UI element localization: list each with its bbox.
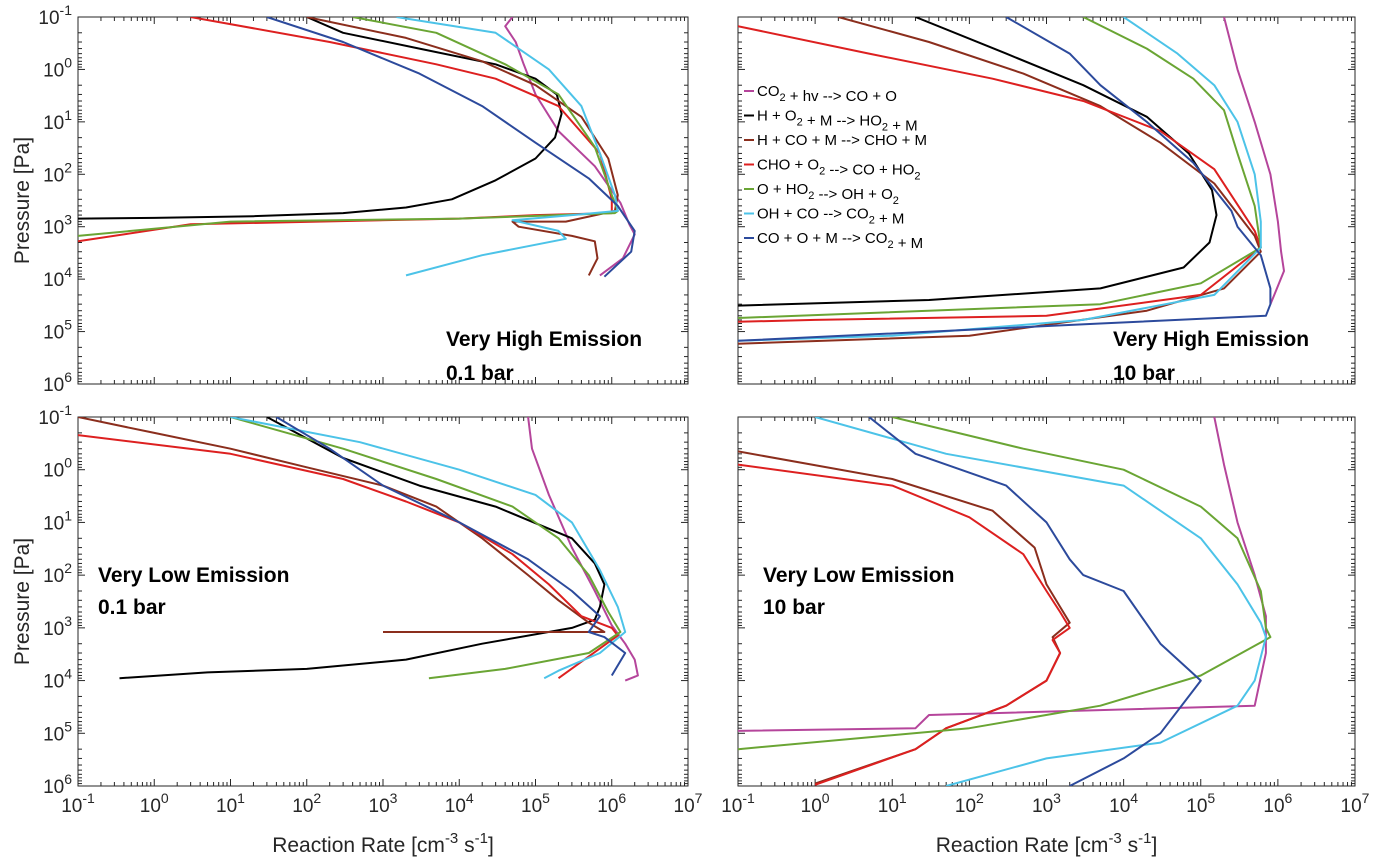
legend-label: H + CO + M --> CHO + M (757, 132, 927, 149)
x-tick-label: 103 (369, 790, 398, 817)
series-line (738, 417, 1272, 751)
panel-annotation-pressure: 0.1 bar (98, 596, 166, 619)
panel-annotation-pressure: 10 bar (1113, 362, 1175, 385)
panel-annotation-pressure: 10 bar (763, 596, 825, 619)
y-tick-label: 106 (43, 369, 72, 396)
series-line (738, 25, 1262, 323)
series-line (527, 417, 639, 682)
series-line (738, 17, 1272, 342)
panel-annotation-title: Very High Emission (1113, 328, 1309, 351)
panel-bottom-left: 10-1 100 101 102 103 104 105 106 Pressure [Pa] 10… (11, 402, 703, 857)
series-line (230, 417, 627, 680)
panel-top-right: Very High Emission 10 bar (737, 16, 1356, 385)
series-line (230, 417, 622, 680)
y-tick-label: 10-1 (38, 2, 72, 29)
series-line (306, 17, 619, 276)
series-line (738, 463, 1071, 786)
x-tick-label: 105 (1186, 790, 1215, 817)
series-line (78, 17, 613, 243)
x-tick-label: 103 (1032, 790, 1061, 817)
x-tick-label: 101 (216, 790, 245, 817)
series-line (738, 17, 1262, 319)
x-tick-label: 104 (1109, 790, 1138, 817)
y-tick-label: 103 (43, 613, 72, 640)
series-line (504, 17, 636, 277)
series-line (78, 17, 563, 220)
x-tick-label: 10-1 (721, 790, 755, 817)
series-line (738, 17, 1262, 345)
series-line (868, 417, 1202, 786)
series-line (119, 417, 606, 680)
x-tick-label: 100 (801, 790, 830, 817)
legend-label: O + HO2 --> OH + O2 (757, 181, 899, 207)
y-tick-label: 104 (43, 264, 72, 291)
x-tick-label: 104 (445, 790, 474, 817)
series-line (78, 434, 619, 680)
y-tick-label: 102 (43, 560, 72, 587)
series-line (78, 17, 619, 237)
x-tick-label: 101 (878, 790, 907, 817)
legend-label: OH + CO --> CO2 + M (757, 206, 904, 228)
legend-label: CHO + O2 --> CO + HO2 (757, 157, 921, 183)
y-tick-label: 102 (43, 159, 72, 186)
x-tick-label: 102 (955, 790, 984, 817)
series-line (266, 17, 636, 278)
legend: CO2 + hv --> CO + O H + O2 + M --> HO2 + … (744, 83, 927, 252)
panel-annotation-pressure: 0.1 bar (446, 362, 514, 385)
series-line (738, 17, 1218, 307)
x-tick-label: 106 (597, 790, 626, 817)
series-line (814, 417, 1267, 786)
x-tick-label: 100 (140, 790, 169, 817)
panel-annotation-title: Very Low Emission (763, 564, 954, 587)
x-tick-label: 10-1 (61, 790, 95, 817)
panel-annotation-title: Very Low Emission (98, 564, 289, 587)
panel-bottom-right: 10-1 100 101 102 103 104 105 106 107 Reaction Rat… (721, 416, 1370, 857)
panel-annotation-title: Very High Emission (446, 328, 642, 351)
series-line (275, 417, 627, 677)
legend-label: CO2 + hv --> CO + O (757, 83, 897, 105)
legend-label: H + O2 + M --> HO2 + M (757, 108, 918, 135)
y-tick-label: 105 (43, 317, 72, 344)
x-axis-label: Reaction Rate [cm-3 s-1] (936, 830, 1158, 857)
legend-label: CO + O + M --> CO2 + M (757, 230, 923, 252)
y-tick-label: 100 (43, 455, 72, 482)
x-tick-label: 105 (521, 790, 550, 817)
series-line (396, 17, 619, 277)
x-tick-label: 107 (1341, 790, 1370, 817)
y-axis-label: Pressure [Pa] (11, 137, 34, 264)
y-tick-label: 105 (43, 718, 72, 745)
y-tick-label: 103 (43, 212, 72, 239)
x-tick-label: 102 (292, 790, 321, 817)
y-axis-label: Pressure [Pa] (11, 538, 34, 665)
series-line (738, 17, 1262, 342)
panel-top-left: 10-1 100 101 102 103 104 105 106 Pressure [Pa] Ve… (11, 2, 689, 396)
y-tick-label: 10-1 (38, 402, 72, 429)
x-axis-label: Reaction Rate [cm-3 s-1] (272, 830, 494, 857)
x-tick-label: 107 (674, 790, 703, 817)
y-tick-label: 104 (43, 666, 72, 693)
y-tick-label: 101 (43, 107, 72, 134)
x-tick-label: 106 (1263, 790, 1292, 817)
series-line (1223, 17, 1285, 305)
y-tick-label: 106 (43, 771, 72, 798)
y-tick-label: 101 (43, 507, 72, 534)
y-tick-label: 100 (43, 54, 72, 81)
